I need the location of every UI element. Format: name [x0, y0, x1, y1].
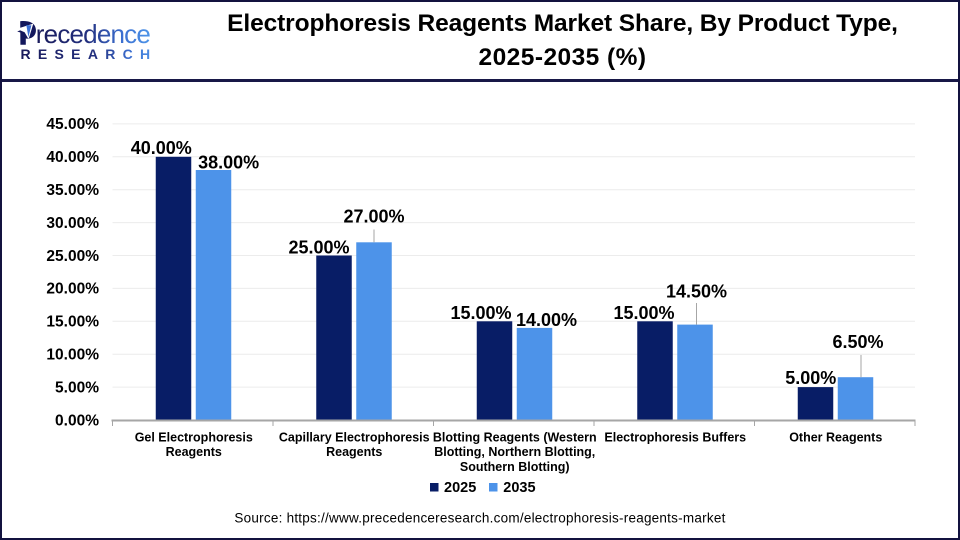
svg-text:5.00%: 5.00% — [785, 368, 836, 388]
svg-text:Reagents: Reagents — [326, 445, 382, 459]
svg-text:Blotting Reagents (Western: Blotting Reagents (Western — [433, 430, 597, 444]
svg-text:45.00%: 45.00% — [46, 116, 99, 133]
svg-text:40.00%: 40.00% — [131, 138, 192, 158]
svg-text:30.00%: 30.00% — [46, 215, 99, 232]
svg-text:35.00%: 35.00% — [46, 182, 99, 199]
svg-text:Capillary Electrophoresis: Capillary Electrophoresis — [279, 430, 430, 444]
svg-text:25.00%: 25.00% — [288, 238, 349, 258]
svg-text:Blotting, Northern Blotting,: Blotting, Northern Blotting, — [434, 445, 595, 459]
svg-text:Southern Blotting): Southern Blotting) — [460, 460, 570, 474]
svg-text:15.00%: 15.00% — [46, 314, 99, 331]
svg-text:15.00%: 15.00% — [613, 303, 674, 323]
svg-text:Gel Electrophoresis: Gel Electrophoresis — [135, 430, 253, 444]
svg-text:Electrophoresis Buffers: Electrophoresis Buffers — [604, 430, 746, 444]
svg-text:15.00%: 15.00% — [450, 303, 511, 323]
svg-text:5.00%: 5.00% — [55, 379, 99, 396]
svg-text:Other Reagents: Other Reagents — [789, 430, 882, 444]
svg-text:2035: 2035 — [503, 480, 535, 496]
svg-text:6.50%: 6.50% — [832, 332, 883, 352]
svg-text:recedence: recedence — [36, 19, 151, 49]
svg-text:0.00%: 0.00% — [55, 412, 99, 429]
svg-text:25.00%: 25.00% — [46, 248, 99, 265]
svg-text:20.00%: 20.00% — [46, 281, 99, 298]
svg-text:27.00%: 27.00% — [343, 206, 404, 226]
svg-text:14.00%: 14.00% — [516, 310, 577, 330]
svg-text:38.00%: 38.00% — [198, 153, 259, 173]
svg-text:Source: https://www.precedence: Source: https://www.precedenceresearch.c… — [234, 510, 725, 525]
svg-text:40.00%: 40.00% — [46, 149, 99, 166]
svg-text:2025: 2025 — [444, 480, 476, 496]
svg-text:10.00%: 10.00% — [46, 347, 99, 364]
svg-text:14.50%: 14.50% — [666, 281, 727, 301]
svg-text:RESEARCH: RESEARCH — [21, 46, 158, 60]
svg-text:Reagents: Reagents — [166, 445, 222, 459]
